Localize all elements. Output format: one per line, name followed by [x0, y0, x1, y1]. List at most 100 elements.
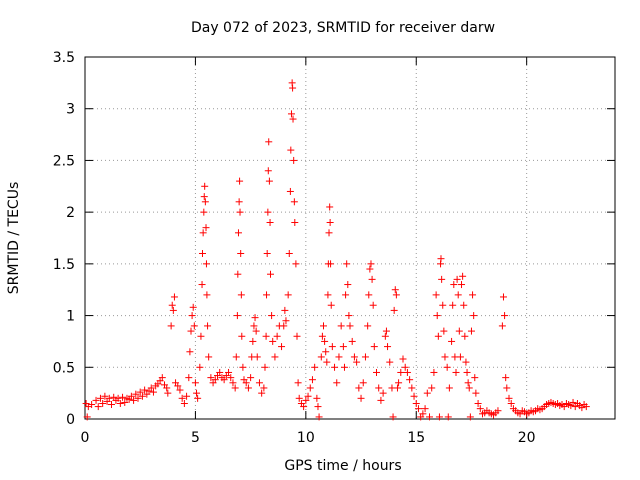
- data-point: [382, 327, 390, 335]
- data-point: [242, 379, 250, 387]
- data-point: [501, 312, 509, 320]
- data-point: [200, 193, 208, 201]
- data-point: [164, 389, 172, 397]
- data-point: [399, 355, 407, 363]
- data-point: [342, 291, 350, 299]
- data-point: [328, 343, 336, 351]
- data-point: [428, 384, 436, 392]
- data-point: [205, 353, 213, 361]
- data-point: [325, 229, 333, 237]
- data-point: [320, 322, 327, 330]
- data-point: [199, 229, 207, 237]
- data-point: [196, 363, 204, 371]
- data-point: [229, 379, 237, 387]
- data-point: [375, 384, 383, 392]
- data-point: [138, 392, 146, 400]
- data-point: [121, 398, 129, 406]
- y-tick-label: 2: [66, 205, 75, 221]
- data-point: [582, 403, 590, 411]
- data-point: [472, 389, 480, 397]
- data-point: [474, 399, 482, 407]
- data-point: [127, 392, 135, 400]
- data-point: [168, 301, 176, 309]
- data-point: [187, 327, 195, 335]
- data-point: [293, 332, 301, 340]
- data-points: [82, 79, 590, 421]
- data-point: [290, 198, 298, 206]
- data-point: [450, 281, 458, 289]
- data-point: [287, 146, 295, 154]
- data-point: [346, 322, 354, 330]
- data-point: [421, 405, 429, 413]
- data-point: [282, 317, 290, 325]
- data-point: [353, 358, 361, 366]
- data-point: [191, 379, 199, 387]
- data-point: [92, 396, 100, 404]
- data-point: [505, 394, 513, 402]
- data-point: [494, 407, 502, 415]
- data-point: [331, 363, 339, 371]
- data-point: [169, 306, 177, 314]
- data-point: [201, 182, 209, 190]
- data-point: [459, 272, 467, 280]
- data-point: [368, 275, 376, 283]
- data-point: [292, 260, 300, 268]
- data-point: [326, 203, 334, 211]
- y-tick-label: 3.5: [53, 50, 75, 66]
- data-point: [231, 384, 239, 392]
- data-point: [343, 260, 351, 268]
- data-point: [503, 384, 511, 392]
- data-point: [211, 376, 219, 384]
- data-point: [273, 332, 281, 340]
- data-point: [432, 291, 440, 299]
- data-point: [183, 392, 191, 400]
- data-point: [345, 312, 353, 320]
- data-point: [105, 394, 113, 402]
- data-point: [286, 187, 294, 195]
- data-point: [114, 394, 122, 402]
- data-point: [444, 413, 452, 421]
- data-point: [333, 379, 341, 387]
- y-tick-label: 1.5: [53, 257, 75, 273]
- data-point: [384, 343, 392, 351]
- data-point: [314, 403, 322, 411]
- data-point: [236, 208, 244, 216]
- data-point: [185, 374, 193, 382]
- data-point: [321, 337, 329, 345]
- data-point: [467, 327, 475, 335]
- data-point: [262, 332, 270, 340]
- data-point: [180, 399, 188, 407]
- x-tick-label: 0: [81, 430, 90, 446]
- data-point: [119, 393, 127, 401]
- grid-lines: [85, 57, 615, 419]
- data-point: [355, 384, 363, 392]
- data-point: [441, 353, 449, 361]
- data-point: [295, 394, 303, 402]
- data-point: [324, 291, 332, 299]
- data-point: [220, 376, 228, 384]
- data-point: [264, 208, 272, 216]
- data-point: [414, 405, 422, 413]
- data-point: [311, 363, 319, 371]
- data-point: [317, 353, 325, 361]
- data-point: [198, 281, 206, 289]
- data-point: [141, 386, 149, 394]
- data-point: [318, 332, 326, 340]
- data-point: [410, 392, 418, 400]
- data-point: [268, 312, 276, 320]
- data-point: [258, 389, 266, 397]
- data-point: [261, 363, 269, 371]
- data-point: [255, 379, 263, 387]
- data-point: [244, 384, 252, 392]
- x-tick-label: 5: [191, 430, 200, 446]
- data-point: [499, 293, 507, 301]
- data-point: [203, 291, 211, 299]
- y-axis-label: SRMTID / TECUs: [6, 182, 22, 295]
- data-point: [308, 376, 316, 384]
- data-point: [158, 374, 166, 382]
- data-point: [94, 403, 102, 411]
- data-point: [250, 322, 258, 330]
- data-point: [419, 410, 427, 418]
- data-point: [280, 322, 288, 330]
